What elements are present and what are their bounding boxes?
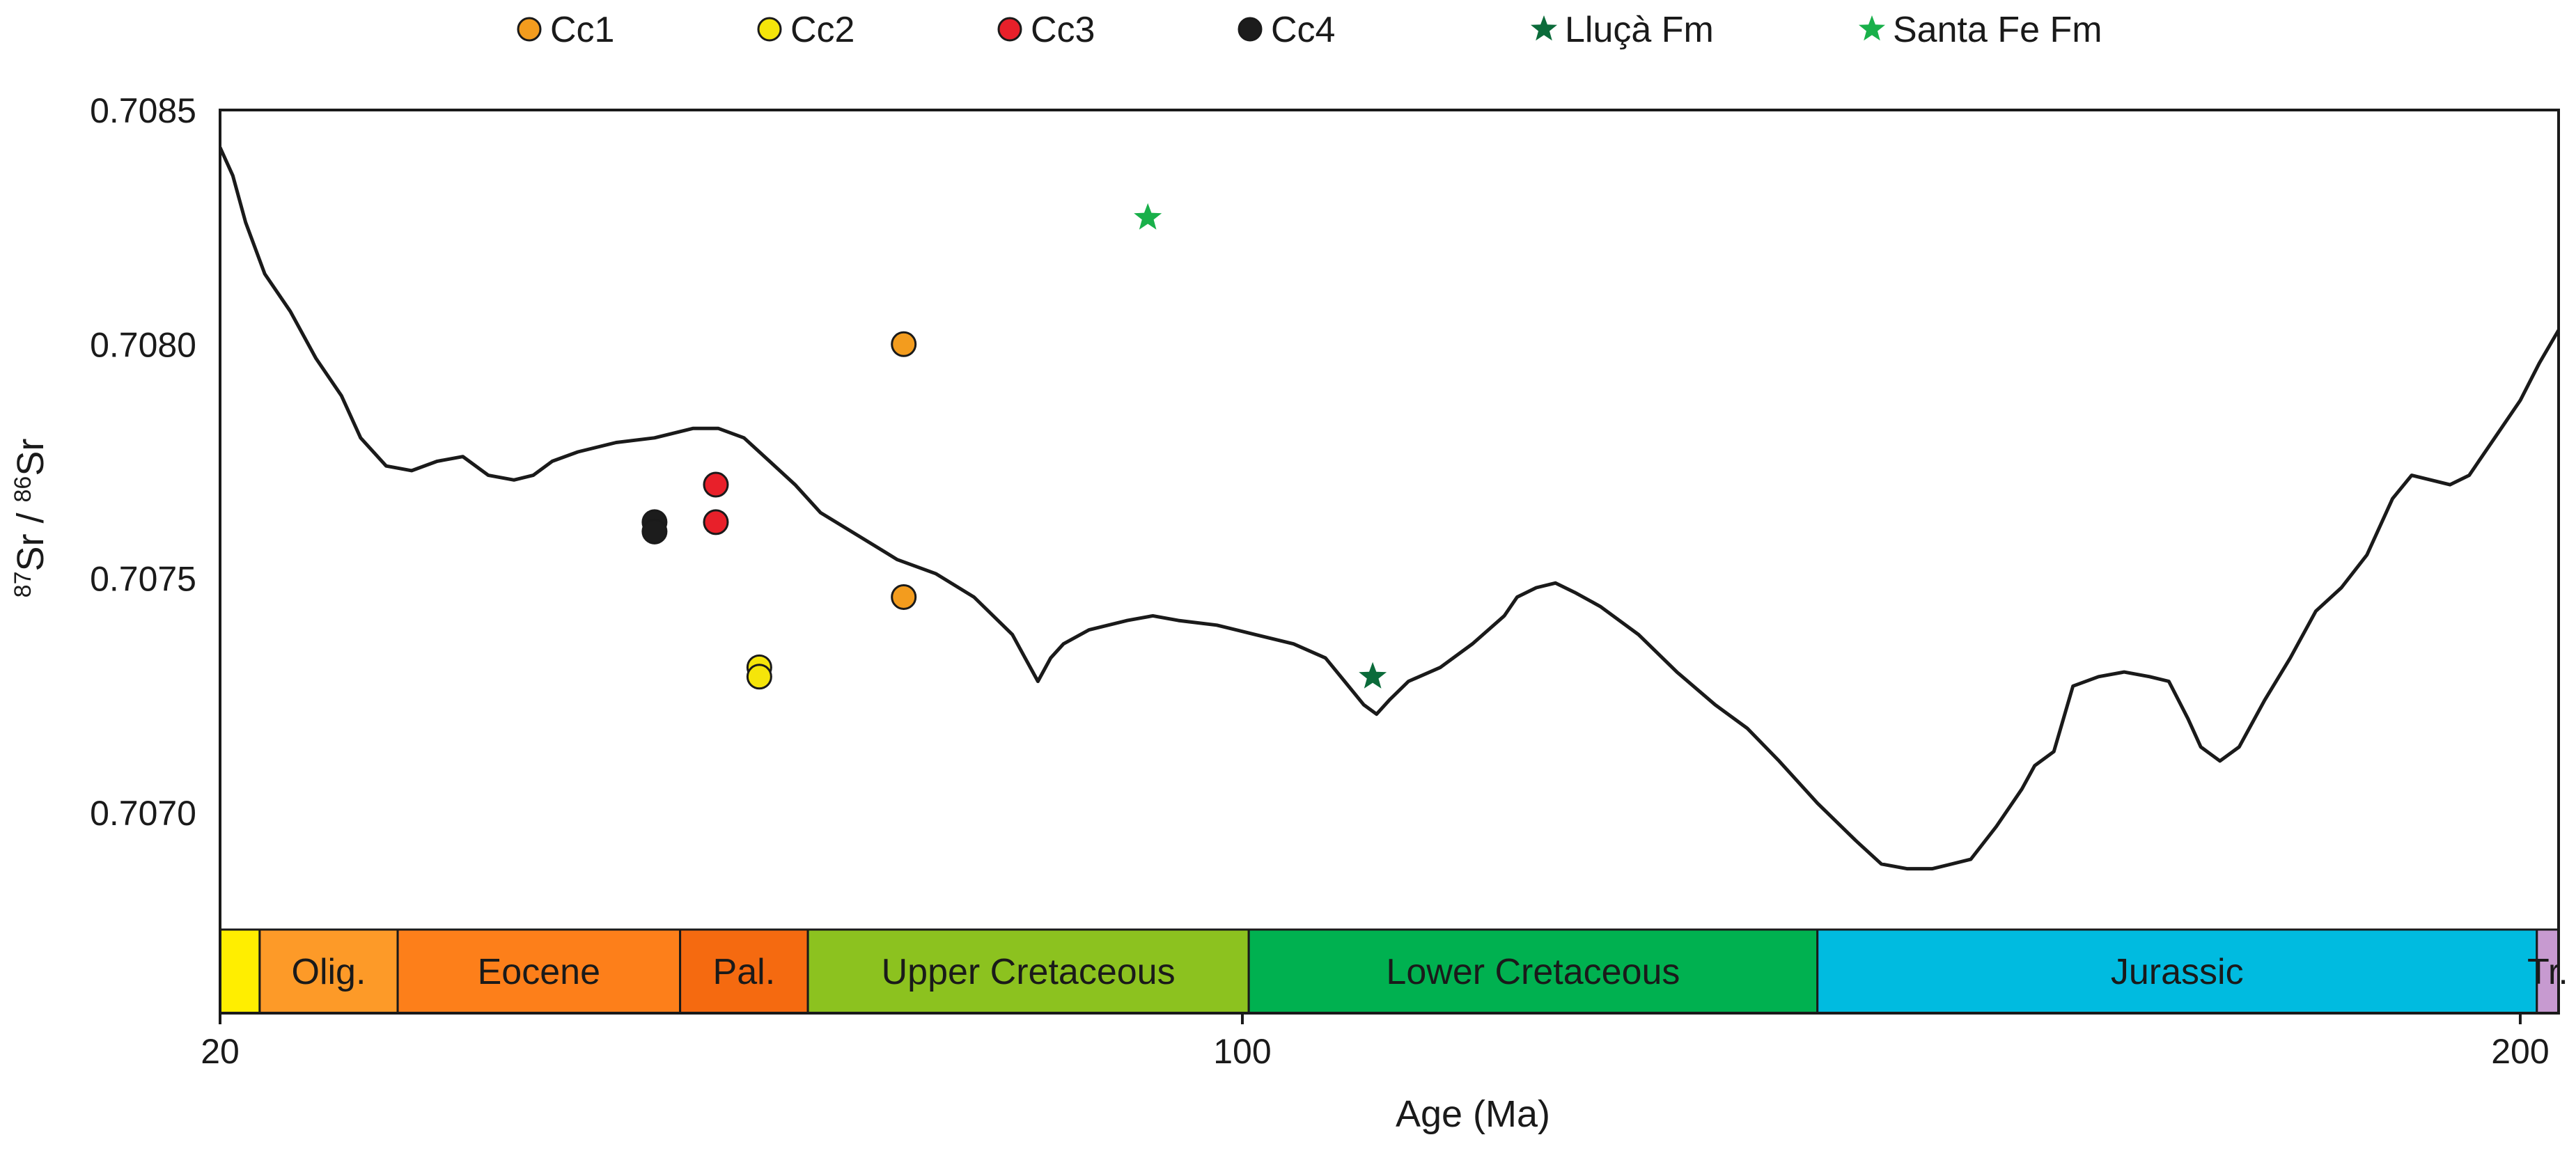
y-tick-label: 0.7075 — [90, 560, 196, 599]
legend-marker-cc2 — [757, 17, 782, 42]
timescale-label-lower-cretaceous: Lower Cretaceous — [1386, 952, 1680, 992]
legend-label-santa-fe-fm: Santa Fe Fm — [1893, 10, 2102, 50]
y-axis-title-sup-86: 86 — [10, 476, 36, 503]
legend-marker-santa-fe-fm — [1859, 15, 1885, 41]
legend-marker-cc4 — [1238, 17, 1263, 42]
plot-area — [220, 146, 2559, 871]
legend-label-cc3: Cc3 — [1031, 10, 1095, 50]
timescale-band-lower-cretaceous — [1247, 928, 1819, 1015]
legend-marker-lluca-fm — [1531, 15, 1557, 41]
legend-label-cc2: Cc2 — [790, 10, 854, 50]
point-cc1 — [891, 331, 917, 357]
legend-label-cc4: Cc4 — [1271, 10, 1335, 50]
timescale-label-tr: Tr. — [2527, 952, 2568, 992]
seawater-sr-curve — [220, 146, 2559, 871]
x-tick-label: 100 — [1213, 1032, 1271, 1071]
point-santa-fe-fm — [1134, 203, 1162, 230]
legend-label-lluca-fm: Lluçà Fm — [1565, 10, 1714, 50]
point-cc4 — [641, 518, 668, 545]
timescale-band-upper-cretaceous — [806, 928, 1250, 1015]
timescale-label-upper-cretaceous: Upper Cretaceous — [882, 952, 1176, 992]
timescale-label-eocene: Eocene — [478, 952, 600, 992]
y-tick-label: 0.7070 — [90, 794, 196, 833]
point-lluca-fm — [1359, 661, 1387, 689]
x-axis: 20 100 200 — [201, 1013, 2550, 1071]
legend-marker-cc3 — [997, 17, 1022, 42]
y-axis-title: 87Sr / 86Sr — [10, 439, 52, 598]
geologic-timescale-bar: Olig. Eocene Pal. Upper Cretaceous Lower Cre… — [219, 928, 2568, 1015]
x-tick-label: 20 — [201, 1032, 240, 1071]
point-cc1 — [891, 584, 917, 610]
point-cc3 — [703, 471, 729, 498]
timescale-band-jurassic — [1816, 928, 2538, 1015]
y-tick-label: 0.7085 — [90, 91, 196, 130]
legend-marker-cc1 — [517, 17, 542, 42]
y-tick-label: 0.7080 — [90, 325, 196, 364]
y-axis-title-sr-1: Sr / — [10, 502, 52, 571]
legend: Cc1 Cc2 Cc3 Cc4 Lluçà Fm Santa Fe Fm — [517, 10, 2102, 50]
plot-frame — [219, 109, 2560, 1015]
legend-label-cc1: Cc1 — [550, 10, 614, 50]
x-axis-title: Age (Ma) — [1396, 1093, 1550, 1135]
point-cc2 — [746, 664, 772, 690]
timescale-label-olig: Olig. — [292, 952, 366, 992]
point-cc3 — [703, 509, 729, 535]
timescale-label-pal: Pal. — [713, 952, 776, 992]
timescale-band-miocene — [219, 928, 261, 1015]
x-tick-label: 200 — [2491, 1032, 2549, 1071]
y-axis-title-sup-87: 87 — [10, 572, 36, 598]
y-axis-title-sr-2: Sr — [10, 439, 52, 476]
y-axis: 0.7085 0.7080 0.7075 0.7070 — [90, 91, 196, 833]
timescale-label-jurassic: Jurassic — [2111, 952, 2244, 992]
